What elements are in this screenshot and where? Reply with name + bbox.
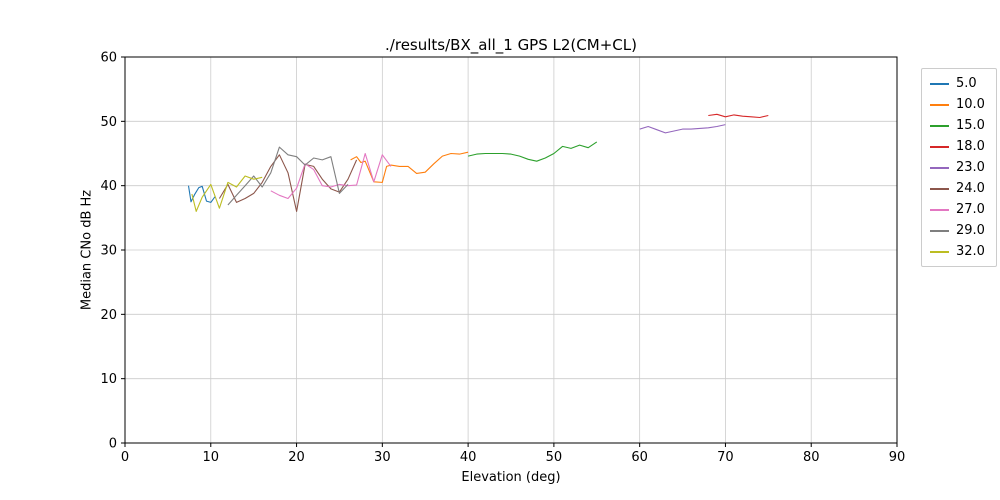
legend-label: 10.0 [956, 97, 985, 112]
legend-label: 24.0 [956, 181, 985, 196]
series-line [708, 113, 769, 119]
series-line [270, 152, 392, 200]
x-tick-label: 10 [203, 450, 220, 465]
x-tick-label: 80 [803, 450, 820, 465]
y-tick-label: 10 [100, 372, 117, 387]
legend-item: 23.0 [930, 160, 988, 175]
y-tick-label: 50 [100, 115, 117, 130]
legend-label: 29.0 [956, 223, 985, 238]
y-tick-label: 40 [100, 179, 117, 194]
y-axis-label: Median CNo dB Hz [79, 189, 95, 311]
x-tick-label: 30 [374, 450, 391, 465]
legend-item: 27.0 [930, 202, 988, 217]
x-tick-label: 60 [631, 450, 648, 465]
y-tick-label: 20 [100, 308, 117, 323]
y-tick-label: 30 [100, 244, 117, 259]
series-line [467, 141, 598, 162]
legend-label: 15.0 [956, 118, 985, 133]
legend-item: 32.0 [930, 244, 988, 259]
legend-item: 24.0 [930, 181, 988, 196]
legend-line-sample [930, 229, 949, 232]
legend-item: 10.0 [930, 97, 988, 112]
legend-line-sample [930, 124, 949, 127]
y-tick-label: 0 [109, 437, 117, 452]
legend-label: 23.0 [956, 160, 985, 175]
legend-label: 27.0 [956, 202, 985, 217]
x-tick-label: 70 [717, 450, 734, 465]
series-line [218, 154, 358, 212]
x-tick-label: 40 [460, 450, 477, 465]
series-line [350, 151, 469, 183]
legend-line-sample [930, 208, 949, 211]
x-tick-label: 50 [546, 450, 563, 465]
x-tick-label: 0 [121, 450, 129, 465]
series-line [227, 146, 349, 206]
series-line [639, 124, 726, 134]
legend: 5.0 10.0 15.0 18.0 23.0 24.0 27.0 29.0 32.0 [921, 68, 997, 267]
chart-title: ./results/BX_all_1 GPS L2(CM+CL) [385, 36, 637, 54]
series-line [187, 185, 216, 203]
legend-item: 5.0 [930, 76, 988, 91]
y-tick-label: 60 [100, 51, 117, 66]
legend-item: 29.0 [930, 223, 988, 238]
legend-line-sample [930, 166, 949, 169]
x-tick-label: 20 [288, 450, 305, 465]
legend-label: 32.0 [956, 244, 985, 259]
legend-line-sample [930, 250, 949, 253]
legend-line-sample [930, 103, 949, 106]
x-axis-label: Elevation (deg) [461, 470, 561, 485]
legend-item: 18.0 [930, 139, 988, 154]
legend-line-sample [930, 145, 949, 148]
legend-line-sample [930, 82, 949, 85]
series-line [191, 175, 263, 212]
legend-label: 5.0 [956, 76, 977, 91]
legend-line-sample [930, 187, 949, 190]
legend-label: 18.0 [956, 139, 985, 154]
x-tick-label: 90 [889, 450, 906, 465]
legend-item: 15.0 [930, 118, 988, 133]
